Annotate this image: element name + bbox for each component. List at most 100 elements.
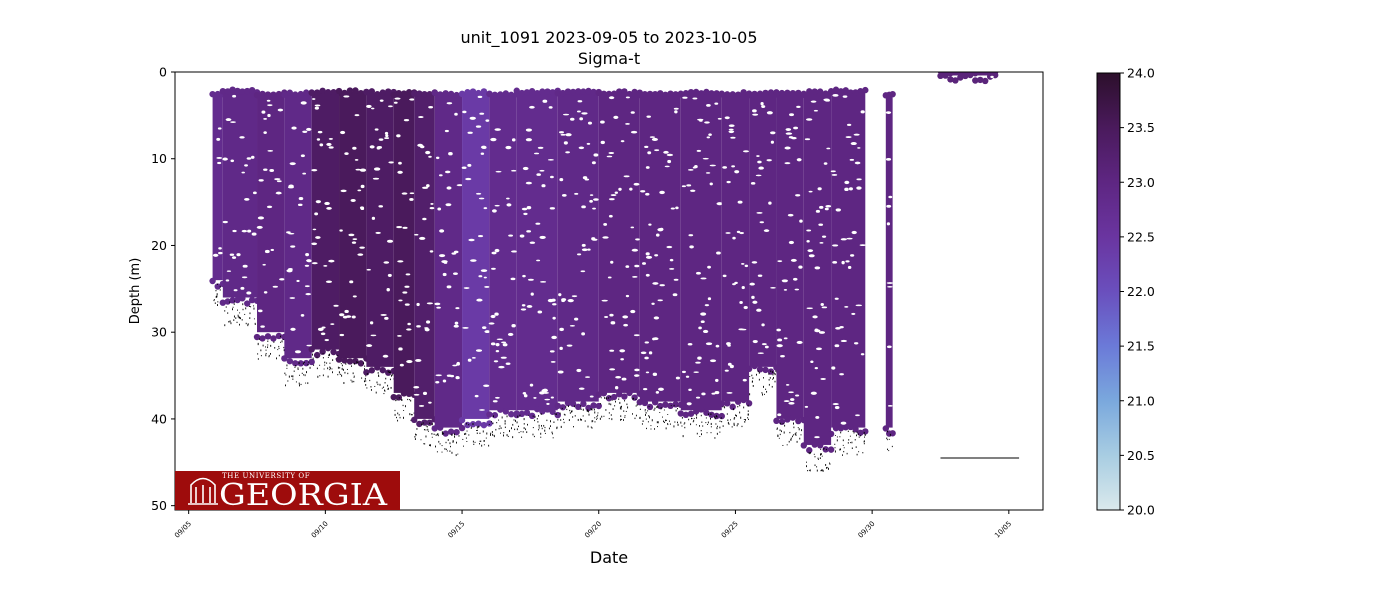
data-point: [234, 87, 241, 95]
data-gap: [257, 309, 263, 313]
data-speckle: [848, 439, 850, 441]
data-gap: [770, 286, 776, 289]
data-point: [335, 356, 343, 363]
data-gap: [715, 378, 719, 382]
data-gap: [289, 162, 296, 166]
data-gap: [511, 250, 518, 253]
data-speckle: [710, 432, 712, 434]
data-gap: [393, 101, 398, 104]
data-speckle: [298, 362, 300, 365]
data-speckle: [506, 434, 508, 437]
data-point: [379, 89, 386, 96]
data-gap: [230, 121, 236, 123]
data-point: [832, 86, 840, 93]
data-speckle: [224, 324, 226, 327]
data-speckle: [427, 428, 429, 431]
data-speckle: [618, 398, 620, 400]
data-gap: [808, 254, 815, 258]
data-point: [416, 420, 423, 428]
data-speckle: [667, 423, 668, 425]
data-gap: [694, 165, 698, 169]
y-tick-label: 10: [151, 151, 167, 166]
data-speckle: [431, 433, 433, 435]
colorbar-tick-label: 23.5: [1127, 120, 1155, 135]
data-point: [379, 366, 386, 374]
data-speckle: [283, 349, 285, 352]
data-speckle: [684, 422, 686, 424]
data-gap: [320, 332, 326, 336]
data-speckle: [550, 420, 551, 423]
data-speckle: [769, 377, 771, 379]
data-speckle: [239, 312, 241, 314]
data-gap: [505, 145, 512, 150]
data-speckle: [337, 373, 339, 376]
data-speckle: [552, 437, 554, 439]
colorbar-ticks: 20.020.521.021.522.022.523.023.524.0: [1120, 66, 1155, 518]
data-gap: [686, 184, 692, 187]
data-gap: [385, 134, 389, 138]
data-gap: [397, 260, 404, 263]
data-gap: [610, 260, 614, 264]
data-gap: [530, 292, 534, 296]
data-gap: [484, 285, 490, 288]
data-gap: [491, 209, 497, 213]
data-gap: [682, 96, 688, 99]
data-speckle: [543, 424, 545, 427]
data-speckle: [635, 398, 637, 401]
data-gap: [506, 203, 512, 207]
data-speckle: [537, 421, 539, 423]
data-gap: [724, 369, 729, 372]
data-gap: [550, 361, 556, 363]
data-gap: [818, 223, 824, 226]
data-gap: [263, 117, 268, 120]
data-gap: [608, 96, 615, 100]
data-gap: [302, 172, 307, 175]
data-gap: [796, 158, 802, 162]
data-speckle: [749, 393, 751, 396]
data-speckle: [213, 299, 215, 302]
data-gap: [832, 261, 838, 264]
data-gap: [819, 242, 824, 244]
data-speckle: [843, 450, 845, 453]
data-gap: [614, 191, 618, 194]
data-speckle: [396, 416, 397, 419]
data-speckle: [663, 421, 665, 424]
colorbar: 20.020.521.021.522.022.523.023.524.0: [1096, 66, 1155, 518]
data-gap: [834, 344, 840, 348]
data-speckle: [588, 410, 590, 413]
data-gap: [815, 209, 821, 213]
data-point: [575, 403, 582, 411]
data-point: [335, 87, 343, 95]
data-gap: [854, 161, 861, 165]
data-point: [590, 402, 597, 409]
data-gap: [386, 239, 394, 243]
data-gap: [726, 180, 731, 184]
data-gap: [565, 133, 572, 137]
data-speckle: [834, 447, 836, 449]
data-gap: [222, 220, 228, 224]
data-speckle: [587, 425, 589, 428]
profile-block: [222, 91, 258, 298]
data-gap: [225, 279, 230, 282]
data-speckle: [800, 434, 802, 436]
x-axis-label: Date: [590, 548, 628, 567]
data-speckle: [258, 338, 260, 340]
data-speckle: [498, 427, 500, 430]
data-gap: [359, 168, 367, 172]
data-gap: [306, 344, 313, 347]
data-speckle: [528, 414, 530, 416]
data-speckle: [472, 440, 474, 443]
data-gap: [304, 264, 310, 267]
data-gap: [526, 230, 532, 233]
data-point: [811, 88, 818, 95]
data-gap: [384, 131, 389, 135]
data-speckle: [814, 456, 816, 458]
data-gap: [371, 107, 375, 110]
data-gap: [707, 265, 711, 269]
data-gap: [343, 95, 350, 98]
data-gap: [764, 345, 769, 349]
data-gap: [378, 205, 384, 208]
data-speckle: [839, 436, 841, 438]
data-speckle: [656, 421, 658, 424]
data-gap: [695, 361, 701, 364]
